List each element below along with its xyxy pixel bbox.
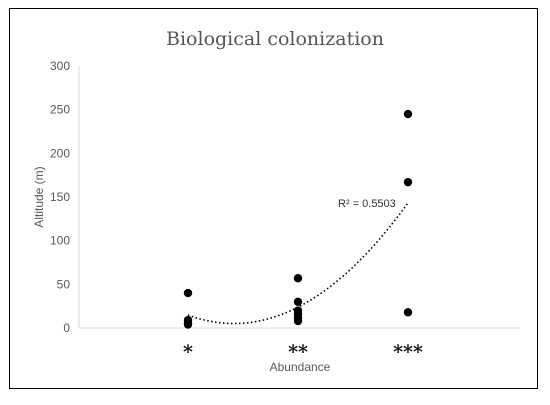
data-points	[183, 109, 413, 329]
x-category-label: **	[288, 341, 308, 363]
r-squared-label: R² = 0.5503	[338, 198, 396, 210]
y-tick-label: 0	[63, 321, 70, 335]
y-tick-label: 200	[50, 146, 70, 160]
y-tick-label: 50	[57, 277, 71, 291]
x-category-labels: * ** ***	[183, 341, 423, 363]
data-point	[293, 297, 303, 306]
y-tick-label: 150	[50, 190, 70, 204]
data-point	[183, 320, 193, 329]
y-tick-label: 100	[50, 234, 70, 248]
chart-frame	[9, 8, 538, 389]
data-point	[403, 308, 413, 317]
x-category-label: *	[183, 341, 193, 363]
data-point	[293, 274, 303, 283]
data-point	[403, 177, 413, 187]
y-axis-label: Altitude (m)	[32, 166, 46, 227]
chart-title: Biological colonization	[166, 28, 384, 50]
x-axis-label: Abundance	[270, 360, 331, 374]
x-category-label: ***	[393, 341, 423, 363]
data-point	[293, 316, 303, 326]
y-tick-label: 250	[50, 103, 70, 117]
data-point	[183, 288, 193, 298]
trendline	[187, 202, 409, 325]
data-point	[403, 109, 413, 119]
y-tick-labels: 0 50 100 150 200 250 300	[50, 59, 70, 335]
y-tick-label: 300	[50, 59, 70, 73]
